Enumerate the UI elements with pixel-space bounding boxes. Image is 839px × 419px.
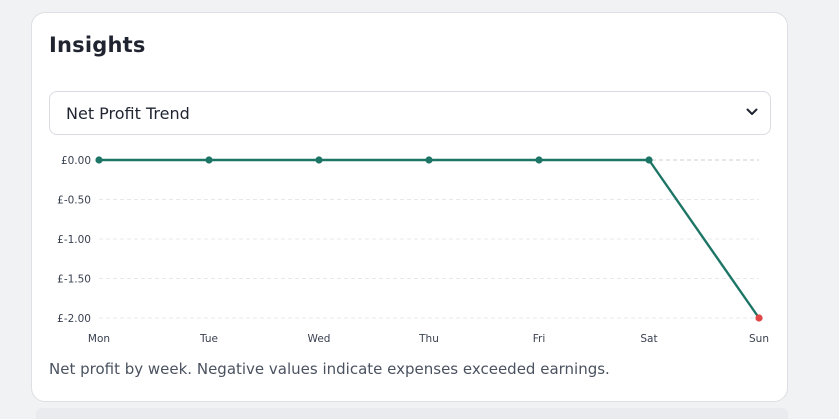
chevron-down-icon [746,108,758,115]
y-tick-label: £-0.50 [57,195,91,207]
x-tick-label: Sat [640,333,657,345]
insights-card: Insights Net Profit Trend £0.00 £-0.50 £-1… [31,12,788,402]
data-point [425,156,433,164]
data-point [205,156,213,164]
chart-type-select[interactable]: Net Profit Trend [49,91,771,135]
x-tick-label: Sun [749,333,769,345]
y-tick-label: £-1.50 [57,274,91,286]
data-point [95,156,103,164]
x-tick-label: Fri [533,333,546,345]
data-point [315,156,323,164]
net-profit-line-chart: £0.00 £-0.50 £-1.00 £-1.50 £-2.00 Mon Tue Wed Th… [57,155,769,345]
data-point [755,314,763,322]
x-tick-label: Thu [418,333,439,345]
chart-caption: Net profit by week. Negative values indi… [49,360,610,378]
x-tick-label: Mon [88,333,110,345]
y-tick-label: £-2.00 [57,313,91,325]
x-tick-label: Wed [308,333,331,345]
y-tick-label: £-1.00 [57,234,91,246]
y-tick-label: £0.00 [61,155,91,167]
select-value: Net Profit Trend [66,104,190,123]
card-title: Insights [49,33,146,57]
data-point [535,156,543,164]
next-card-edge [36,408,788,419]
data-point [645,156,653,164]
x-tick-label: Tue [199,333,218,345]
